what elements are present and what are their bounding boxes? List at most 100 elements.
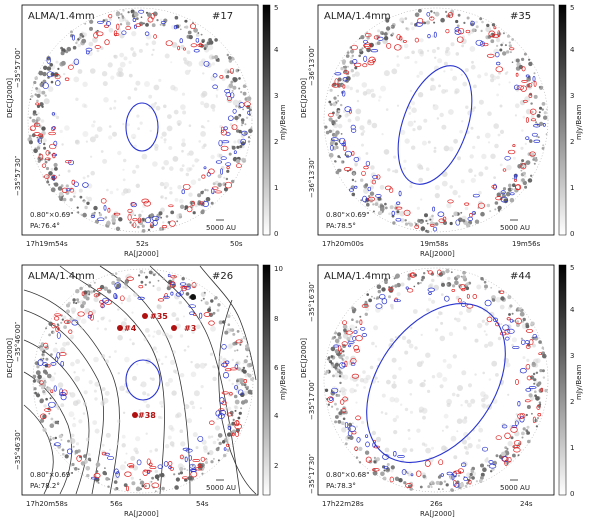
edge-noise: [139, 21, 144, 26]
contour-blob: [465, 29, 471, 34]
noise-speck: [142, 204, 147, 208]
contour-blob: [372, 468, 380, 472]
edge-noise: [49, 438, 52, 441]
contour-blob: [55, 80, 61, 87]
noise-speck: [403, 43, 409, 49]
noise-speck: [416, 206, 420, 210]
noise-speck: [487, 111, 492, 116]
noise-speck: [371, 430, 377, 436]
edge-noise: [119, 23, 123, 26]
noise-speck: [130, 47, 134, 51]
noise-speck: [76, 399, 81, 405]
edge-noise: [217, 459, 220, 462]
contour-blob: [198, 312, 203, 319]
edge-noise: [368, 298, 372, 303]
edge-noise: [459, 482, 465, 488]
contour-blob: [46, 57, 51, 64]
contour-blob: [463, 476, 468, 482]
noise-speck: [413, 120, 416, 123]
edge-noise: [202, 297, 205, 300]
edge-noise: [60, 51, 65, 56]
contour-blob: [214, 190, 222, 194]
contour-blob: [165, 40, 173, 47]
edge-noise: [89, 19, 94, 24]
edge-noise: [99, 284, 105, 290]
contour-blob: [510, 426, 518, 433]
noise-speck: [164, 355, 168, 359]
edge-noise: [152, 273, 156, 277]
edge-noise: [152, 285, 155, 287]
edge-noise: [420, 282, 422, 284]
edge-noise: [203, 47, 207, 50]
contour-blob: [223, 126, 228, 131]
contour-blob: [148, 462, 153, 467]
edge-noise: [205, 301, 209, 305]
contour-blob: [343, 167, 352, 172]
noise-speck: [404, 56, 408, 60]
noise-speck: [169, 191, 173, 195]
edge-noise: [334, 338, 340, 344]
noise-speck: [149, 377, 152, 380]
edge-noise: [414, 12, 420, 18]
contour-blob: [427, 270, 433, 275]
contour-blob: [428, 291, 432, 295]
edge-noise: [38, 70, 44, 76]
noise-speck: [411, 26, 415, 31]
noise-speck: [418, 70, 424, 76]
edge-noise: [192, 285, 196, 288]
noise-speck: [117, 372, 121, 375]
edge-noise: [384, 202, 387, 206]
noise-speck: [429, 88, 433, 91]
contour-blob: [525, 328, 534, 333]
contour-blob: [515, 184, 522, 191]
edge-noise: [211, 55, 215, 60]
edge-noise: [340, 133, 343, 135]
edge-noise: [545, 108, 548, 111]
edge-noise: [386, 467, 390, 471]
contour-blob: [100, 198, 107, 204]
edge-noise: [120, 13, 123, 16]
edge-noise: [52, 331, 55, 334]
edge-noise: [342, 417, 346, 421]
contour-blob: [501, 424, 508, 429]
edge-noise: [88, 284, 92, 288]
noise-speck: [148, 94, 153, 99]
edge-noise: [433, 11, 436, 14]
noise-speck: [460, 179, 465, 184]
edge-noise: [327, 356, 331, 359]
edge-noise: [60, 321, 63, 324]
edge-noise: [60, 184, 64, 188]
contour-blob: [362, 63, 368, 68]
edge-noise: [212, 457, 215, 460]
edge-noise: [480, 277, 484, 281]
edge-noise: [538, 111, 541, 114]
noise-speck: [431, 299, 436, 304]
contour-blob: [525, 344, 531, 349]
edge-noise: [533, 162, 536, 165]
edge-noise: [170, 210, 175, 215]
contour-blob: [365, 441, 370, 448]
contour-blob: [471, 211, 476, 215]
noise-speck: [145, 42, 149, 46]
contour-blob: [231, 124, 238, 131]
noise-speck: [135, 164, 140, 169]
contour-blob: [222, 361, 227, 368]
edge-noise: [438, 488, 440, 490]
edge-noise: [342, 350, 345, 353]
contour-blob: [240, 138, 247, 145]
contour-line: [199, 265, 257, 381]
edge-noise: [377, 205, 381, 208]
contour-blob: [197, 463, 202, 467]
edge-noise: [57, 186, 63, 191]
edge-noise: [368, 198, 374, 203]
edge-noise: [409, 222, 414, 227]
edge-noise: [89, 26, 93, 31]
edge-noise: [435, 480, 440, 485]
noise-speck: [365, 152, 369, 155]
contour-blob: [241, 130, 248, 136]
edge-noise: [516, 320, 520, 323]
contour-blob: [226, 95, 232, 102]
edge-noise: [466, 16, 470, 20]
edge-noise: [240, 118, 245, 122]
noise-speck: [400, 218, 405, 223]
